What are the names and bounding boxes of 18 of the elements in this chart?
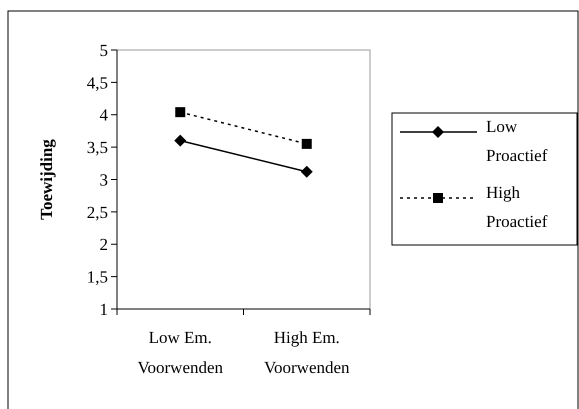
y-tick-label: 2 [100, 235, 108, 254]
x-tick-label: Low Em. Voorwenden [137, 328, 224, 377]
point [174, 134, 186, 147]
point [175, 107, 186, 118]
y-tick-label: 3,5 [86, 138, 108, 158]
y-tick-label: 3 [100, 170, 108, 190]
legend-label: Low Proactief [486, 117, 548, 165]
y-tick-label: 4,5 [86, 73, 108, 92]
y-tick-label: 5 [100, 40, 108, 60]
y-axis-title: Toewijding [37, 138, 56, 220]
y-tick-label: 1 [100, 300, 108, 319]
y-tick-label: 1,5 [86, 268, 108, 287]
point [302, 138, 312, 149]
x-tick-label: High Em. Voorwenden [264, 328, 350, 377]
point [300, 166, 313, 178]
y-tick-label: 4 [100, 106, 108, 125]
legend-label: High Proactief [486, 183, 548, 231]
y-tick-label: 2,5 [86, 202, 108, 222]
